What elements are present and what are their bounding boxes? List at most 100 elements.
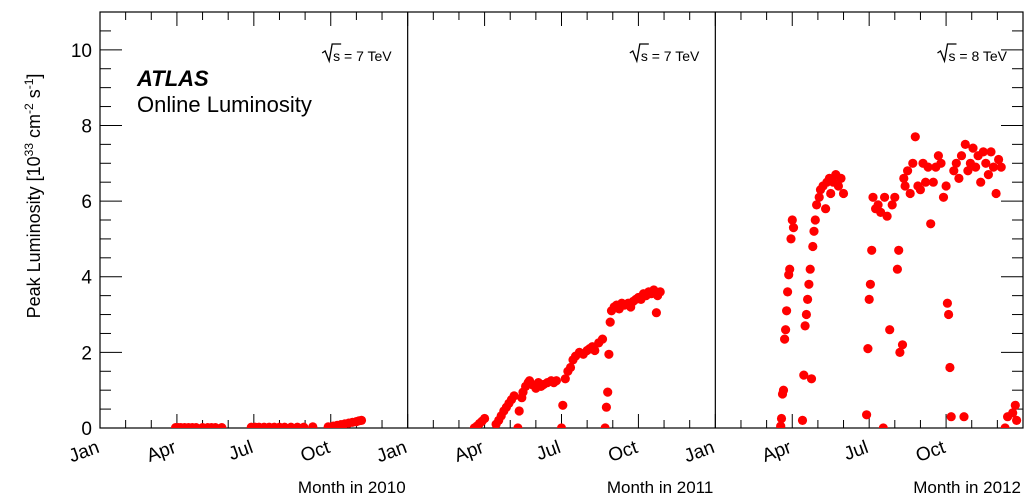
ylabel-mid2: s: [24, 89, 44, 103]
data-point: [783, 287, 793, 297]
data-point: [862, 410, 872, 420]
data-point: [812, 200, 822, 210]
data-point: [960, 139, 970, 149]
ylabel-end: ]: [24, 74, 44, 79]
data-point: [991, 188, 1001, 199]
data-point: [803, 294, 813, 304]
y-tick-label: 10: [71, 41, 92, 62]
data-point: [821, 204, 831, 214]
data-point: [963, 166, 973, 176]
data-point: [983, 170, 994, 180]
data-point: [565, 362, 576, 373]
data-point: [776, 421, 786, 428]
data-point: [560, 374, 570, 384]
ylabel-exp3: -1: [22, 78, 36, 89]
data-point: [956, 151, 967, 161]
chart-labels: ATLAS Online Luminosity Peak Luminosity …: [22, 66, 312, 318]
data-point: [994, 154, 1004, 165]
data-point: [941, 181, 951, 191]
y-axis: 0 2 4 6 8 10: [71, 11, 1023, 440]
data-point: [605, 317, 615, 327]
data-point: [551, 376, 562, 386]
data-point: [892, 264, 903, 274]
y-tick-label: 8: [81, 116, 92, 137]
data-point: [938, 192, 949, 202]
month-tick-label: Jul: [226, 437, 256, 465]
data-point: [778, 385, 789, 395]
data-point: [895, 347, 905, 357]
month-tick-label: Apr: [452, 437, 488, 467]
data-point: [590, 345, 600, 356]
data-point: [864, 294, 874, 304]
data-point: [885, 325, 895, 335]
data-point: [897, 340, 908, 350]
data-point: [976, 177, 986, 187]
ylabel-exp1: 33: [22, 143, 36, 157]
data-point: [604, 349, 614, 359]
data-point: [928, 177, 938, 187]
data-point: [936, 158, 946, 168]
data-point: [880, 192, 890, 202]
data-point: [799, 370, 809, 380]
data-point: [786, 234, 796, 244]
sqrt-symbol: [629, 43, 649, 64]
data-point: [944, 309, 954, 320]
data-point: [836, 173, 846, 183]
data-point: [910, 132, 920, 142]
data-point: [1000, 423, 1010, 428]
data-point: [887, 200, 897, 210]
month-tick-label: Jan: [681, 437, 717, 467]
data-point: [921, 177, 931, 187]
data-point: [808, 241, 818, 252]
data-point: [781, 325, 791, 335]
panel-points: [171, 415, 367, 428]
data-point: [923, 162, 933, 172]
panel-points: [776, 132, 1022, 428]
data-point: [804, 279, 814, 289]
data-point: [903, 166, 913, 176]
data-point: [776, 413, 787, 424]
data-point: [814, 192, 824, 202]
data-point: [868, 192, 878, 202]
data-point: [780, 334, 790, 344]
data-point: [1010, 400, 1020, 410]
data-point: [981, 158, 991, 168]
month-tick-label: Jul: [841, 437, 871, 465]
data-point: [900, 181, 910, 191]
data-point: [513, 423, 523, 428]
data-point: [833, 181, 844, 191]
x-axis-label: Month in 2012: [913, 478, 1021, 497]
energy-label: s = 7 TeV: [641, 48, 700, 64]
x-axis-label: Month in 2011: [607, 478, 713, 497]
y-tick-label: 6: [81, 192, 92, 213]
ylabel-exp2: -2: [22, 103, 36, 114]
month-tick-label: Jan: [374, 437, 410, 467]
month-tick-label: Apr: [759, 437, 795, 467]
data-point: [986, 147, 996, 157]
month-tick-label: Oct: [606, 437, 642, 467]
data-point: [1012, 415, 1022, 425]
data-point: [826, 188, 836, 199]
data-point: [951, 158, 961, 168]
sqrt-symbol: [937, 43, 957, 64]
data-point: [890, 192, 900, 202]
data-point: [863, 344, 873, 354]
data-point: [509, 391, 519, 401]
data-point: [882, 211, 892, 221]
data-point: [603, 387, 613, 397]
panel-points: [469, 285, 665, 428]
x-axis-label: Month in 2010: [298, 478, 406, 497]
data-point: [558, 400, 568, 410]
y-tick-label: 0: [81, 419, 92, 440]
data-point: [806, 374, 817, 384]
data-point: [556, 423, 567, 428]
data-point: [810, 215, 820, 225]
data-point: [655, 287, 665, 297]
data-point: [946, 412, 956, 422]
data-point: [988, 162, 999, 172]
ylabel-main: Peak Luminosity [10: [24, 156, 44, 318]
data-points: [171, 132, 1022, 428]
data-point: [480, 413, 490, 424]
data-point: [356, 415, 367, 425]
ylabel-mid: cm: [24, 114, 44, 143]
